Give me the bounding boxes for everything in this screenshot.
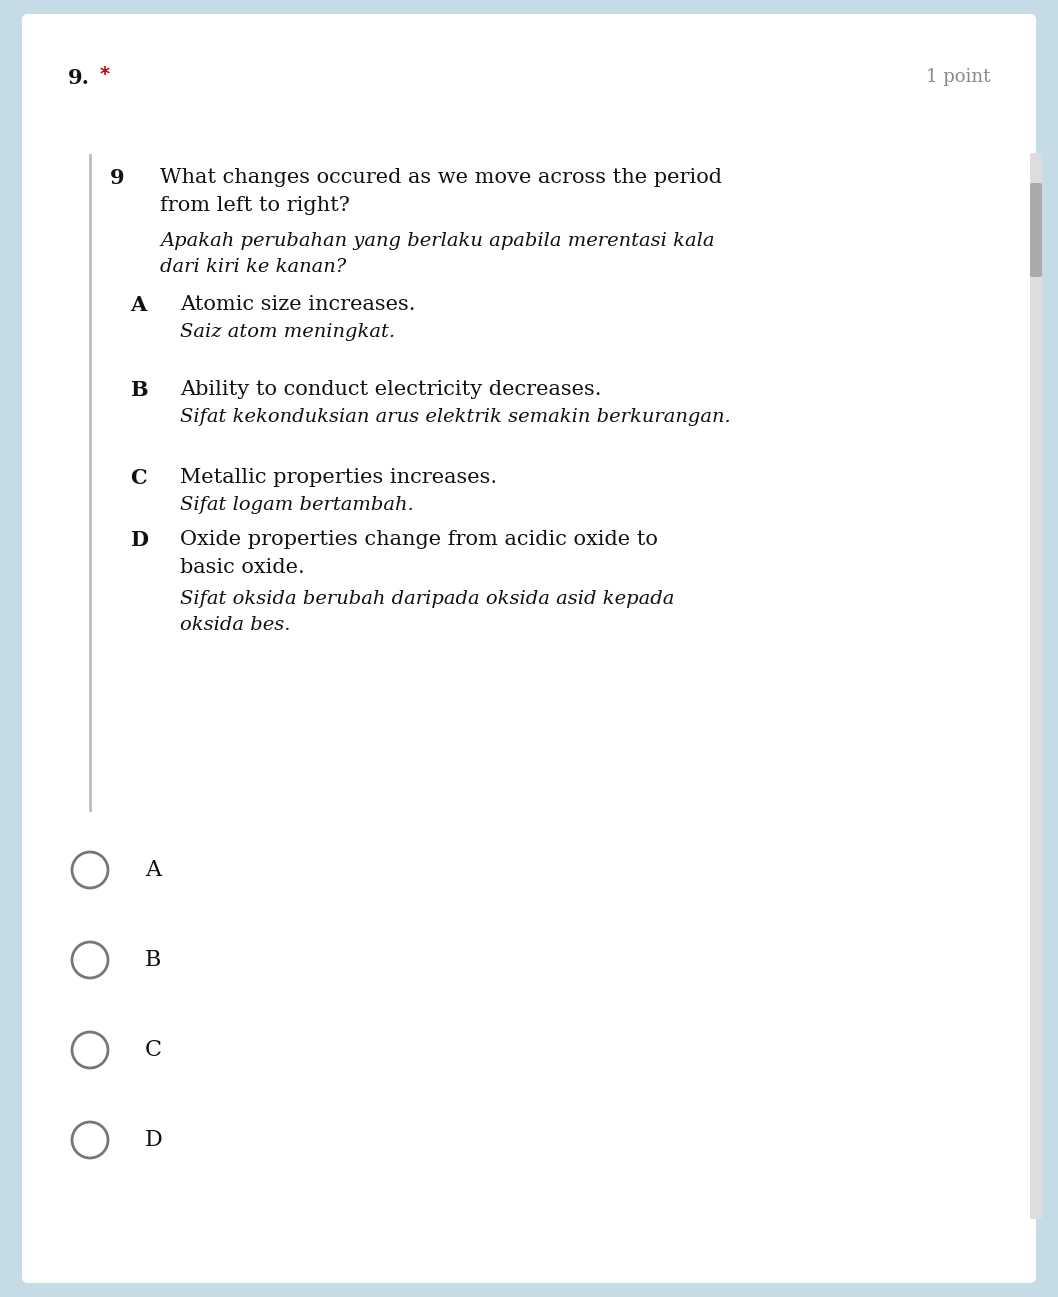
Circle shape xyxy=(72,942,108,978)
Text: Apakah perubahan yang berlaku apabila merentasi kala: Apakah perubahan yang berlaku apabila me… xyxy=(160,232,714,250)
Text: C: C xyxy=(130,468,147,488)
Text: 1 point: 1 point xyxy=(926,67,990,86)
Circle shape xyxy=(72,1032,108,1067)
Text: What changes occured as we move across the period: What changes occured as we move across t… xyxy=(160,169,722,187)
Text: D: D xyxy=(130,530,148,550)
Text: B: B xyxy=(145,949,162,971)
Text: Atomic size increases.: Atomic size increases. xyxy=(180,294,416,314)
FancyBboxPatch shape xyxy=(1030,153,1042,1219)
FancyBboxPatch shape xyxy=(1030,183,1042,278)
Text: Oxide properties change from acidic oxide to
basic oxide.: Oxide properties change from acidic oxid… xyxy=(180,530,658,577)
Text: *: * xyxy=(101,65,110,84)
Text: C: C xyxy=(145,1039,162,1061)
Text: 9.: 9. xyxy=(68,67,90,88)
Text: A: A xyxy=(145,859,161,881)
Text: Sifat kekonduksian arus elektrik semakin berkurangan.: Sifat kekonduksian arus elektrik semakin… xyxy=(180,409,731,425)
Text: Ability to conduct electricity decreases.: Ability to conduct electricity decreases… xyxy=(180,380,602,399)
Text: Sifat oksida berubah daripada oksida asid kepada
oksida bes.: Sifat oksida berubah daripada oksida asi… xyxy=(180,590,674,634)
Text: Saiz atom meningkat.: Saiz atom meningkat. xyxy=(180,323,395,341)
FancyBboxPatch shape xyxy=(22,14,1036,1283)
Text: A: A xyxy=(130,294,146,315)
Circle shape xyxy=(72,852,108,888)
Text: from left to right?: from left to right? xyxy=(160,196,350,215)
Text: Metallic properties increases.: Metallic properties increases. xyxy=(180,468,497,486)
Text: B: B xyxy=(130,380,148,399)
Circle shape xyxy=(72,1122,108,1158)
Text: Sifat logam bertambah.: Sifat logam bertambah. xyxy=(180,495,414,514)
Text: dari kiri ke kanan?: dari kiri ke kanan? xyxy=(160,258,346,276)
Text: 9: 9 xyxy=(110,169,125,188)
Text: D: D xyxy=(145,1128,163,1150)
